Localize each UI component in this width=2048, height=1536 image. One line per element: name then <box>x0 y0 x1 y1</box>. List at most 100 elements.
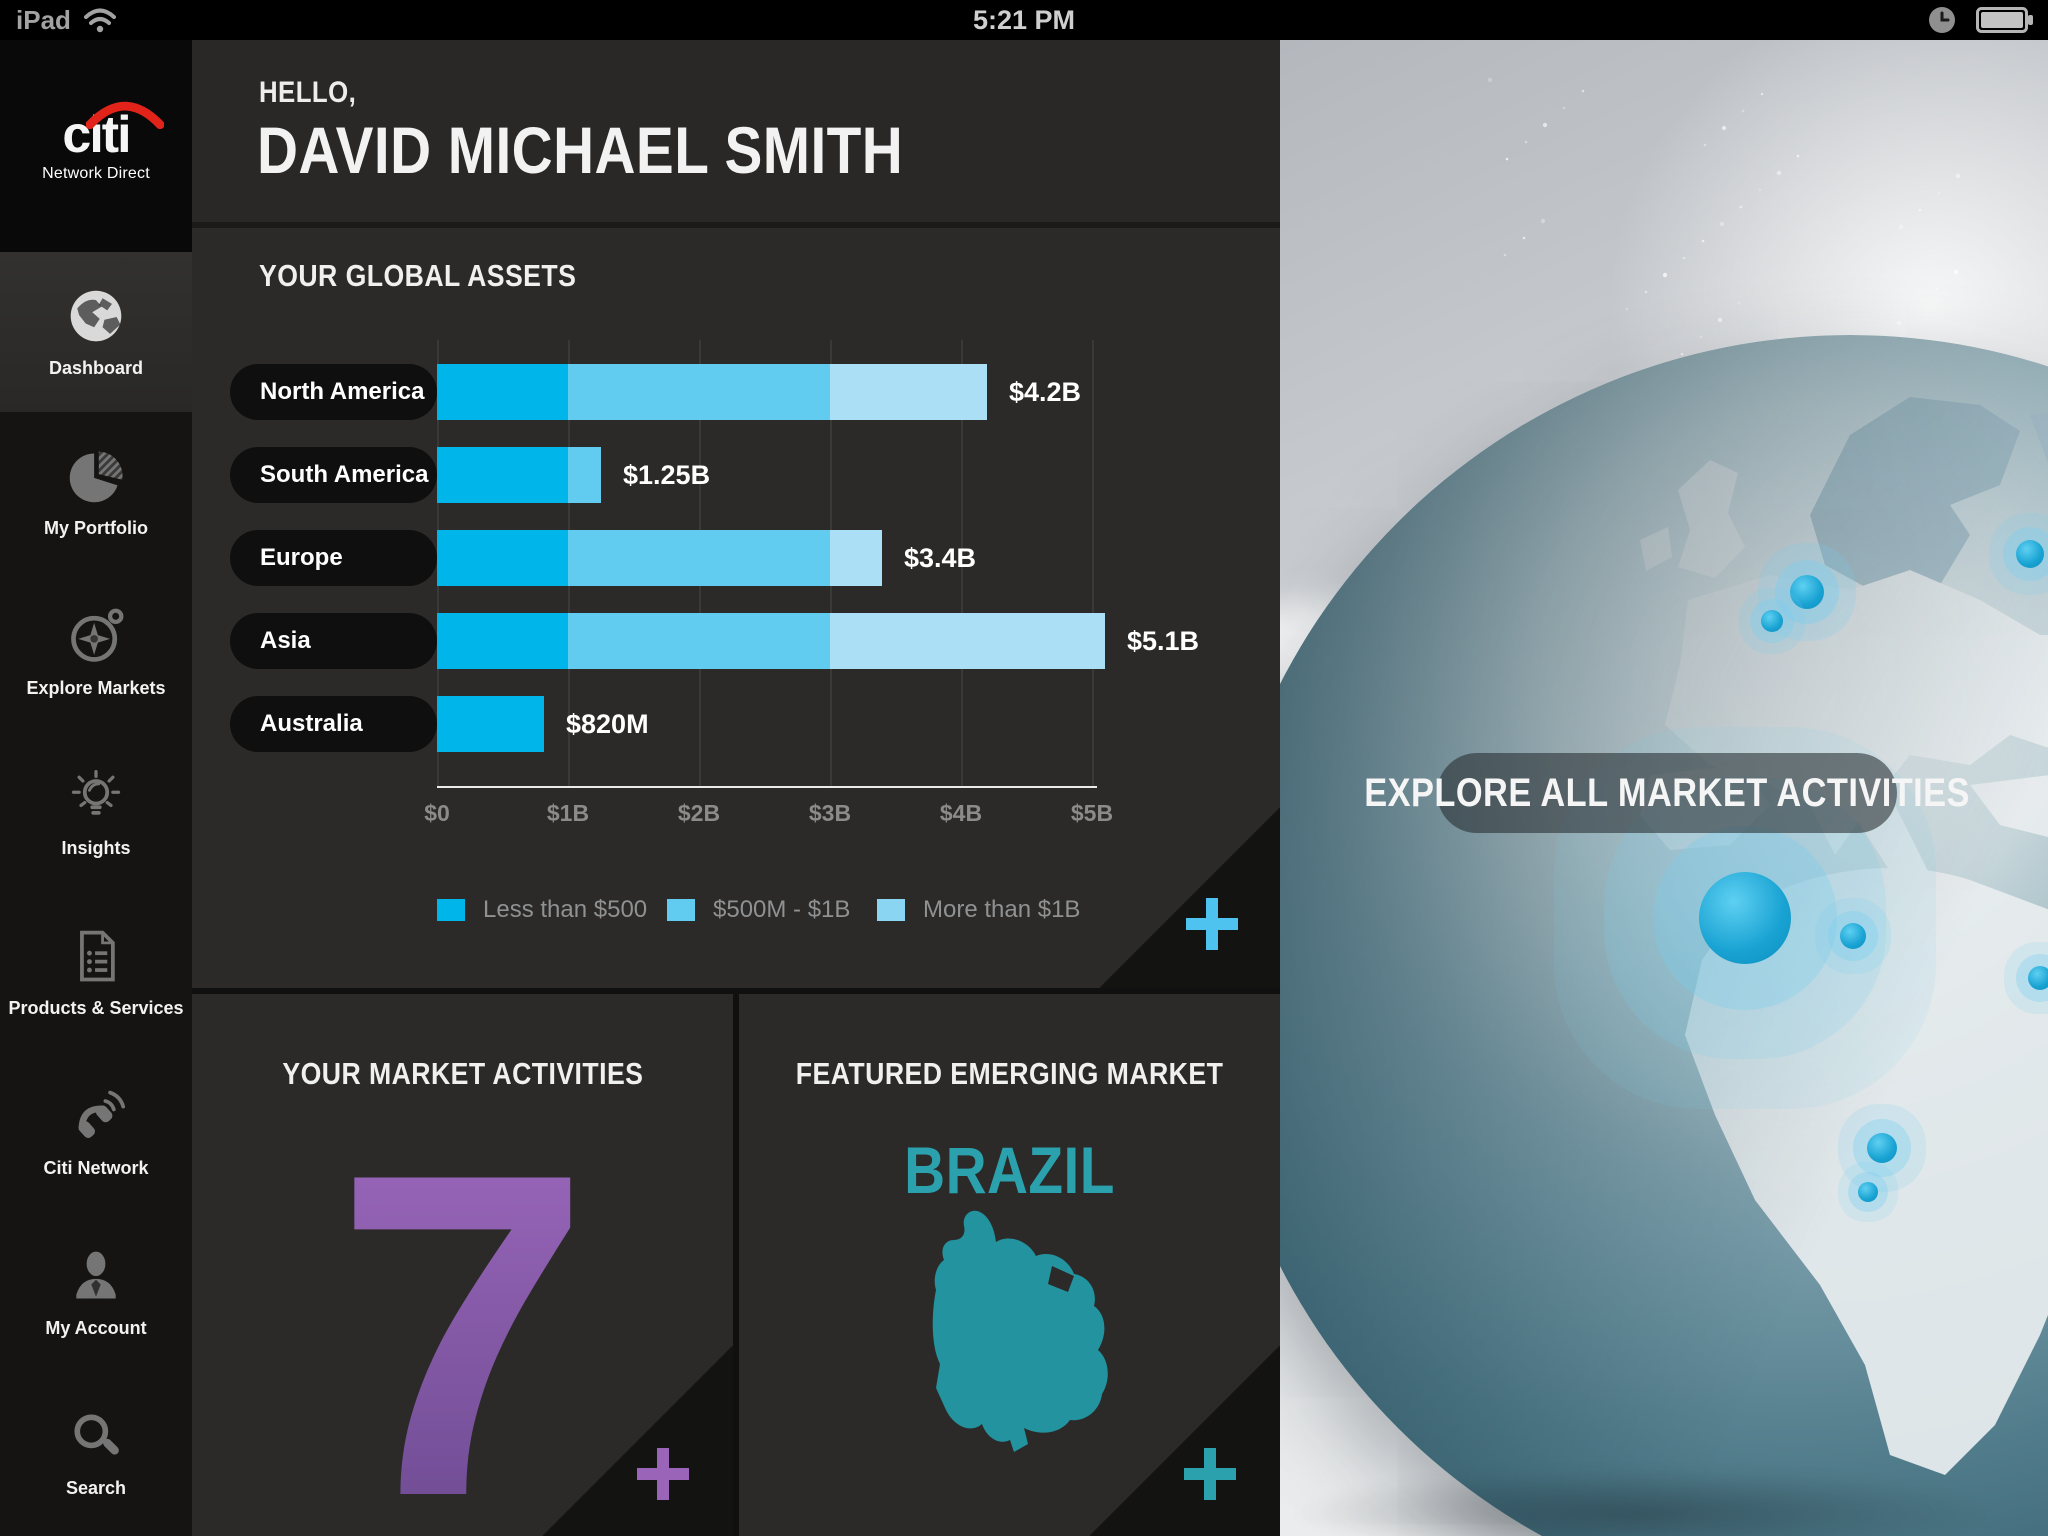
add-assets-button[interactable] <box>1186 898 1238 950</box>
category-label: South America <box>260 461 429 488</box>
globe-shade <box>1280 335 2048 1536</box>
compass-icon <box>66 606 126 666</box>
pie-icon <box>66 446 126 506</box>
market-activity-dot[interactable] <box>1858 1182 1878 1202</box>
asset-bar-europe[interactable] <box>437 530 882 586</box>
bar-value-label: $820M <box>566 708 649 739</box>
market-activities-title: YOUR MARKET ACTIVITIES <box>281 1056 643 1091</box>
category-label-pill: Australia <box>230 696 437 752</box>
status-bar: iPad 5:21 PM <box>0 0 2048 40</box>
citi-logo: citi Network Direct <box>0 40 192 252</box>
sidebar-item-label: Insights <box>61 837 131 858</box>
explore-all-market-activities-button[interactable]: EXPLORE ALL MARKET ACTIVITIES <box>1364 753 1969 833</box>
market-activity-dot[interactable] <box>1699 872 1791 964</box>
featured-country-name: BRAZIL <box>904 1133 1115 1207</box>
globe-floor-shadow <box>1290 1468 1990 1536</box>
x-axis-tick: $2B <box>677 800 721 826</box>
sidebar-item-label: Search <box>65 1477 127 1498</box>
sidebar-item-label: Explore Markets <box>26 677 166 698</box>
device-label: iPad <box>16 4 71 35</box>
sidebar-item-products-services[interactable]: Products & Services <box>0 892 192 1052</box>
legend-swatch <box>877 899 905 921</box>
market-activity-dot[interactable] <box>1840 923 1866 949</box>
bar-segment <box>437 364 568 420</box>
add-market-activity-button[interactable] <box>637 1448 689 1500</box>
sidebar-item-my-account[interactable]: My Account <box>0 1212 192 1372</box>
market-activity-dot[interactable] <box>1867 1133 1897 1163</box>
market-activity-dot[interactable] <box>2028 966 2048 990</box>
person-icon <box>66 1246 126 1306</box>
status-time: 5:21 PM <box>972 4 1076 35</box>
citi-logo-subtitle: Network Direct <box>42 165 150 182</box>
legend-item: Less than $500 <box>437 896 647 924</box>
sidebar-item-label: Products & Services <box>8 997 184 1018</box>
legend-item: $500M - $1B <box>667 896 850 924</box>
sidebar-item-search[interactable]: Search <box>0 1372 192 1532</box>
featured-country-map <box>932 1210 1108 1452</box>
category-label-pill: North America <box>230 364 437 420</box>
x-axis-tick: $4B <box>939 800 983 826</box>
legend-swatch <box>667 899 695 921</box>
globe <box>1280 335 2048 1536</box>
x-axis-tick: $0 <box>424 800 450 826</box>
asset-bar-asia[interactable] <box>437 613 1105 669</box>
category-label: Australia <box>260 710 363 737</box>
asset-bar-australia[interactable] <box>437 696 544 752</box>
legend-label: More than $1B <box>923 896 1081 923</box>
chart-title: YOUR GLOBAL ASSETS <box>259 258 577 293</box>
bar-segment <box>830 530 882 586</box>
bar-segment <box>568 613 830 669</box>
sidebar-item-dashboard[interactable]: Dashboard <box>0 252 192 412</box>
sidebar-item-citi-network[interactable]: Citi Network <box>0 1052 192 1212</box>
category-label: Asia <box>260 627 311 654</box>
sidebar-item-label: My Portfolio <box>44 517 148 538</box>
panel-fold-corner <box>1100 808 1280 988</box>
chart-gridline <box>1092 340 1094 786</box>
clock-badge-icon <box>1929 7 1955 33</box>
market-activity-dot[interactable] <box>1790 575 1824 609</box>
category-label-pill: Europe <box>230 530 437 586</box>
chart-gridline <box>961 340 963 786</box>
tile-fold-corner <box>1090 1346 1280 1536</box>
sidebar-item-label: Dashboard <box>48 357 144 378</box>
x-axis-tick: $3B <box>808 800 852 826</box>
market-activity-dot[interactable] <box>1761 610 1783 632</box>
asset-bar-south-america[interactable] <box>437 447 601 503</box>
bar-segment <box>830 364 987 420</box>
sidebar-item-insights[interactable]: Insights <box>0 732 192 892</box>
bar-segment <box>437 613 568 669</box>
add-emerging-market-button[interactable] <box>1184 1448 1236 1500</box>
sidebar-item-label: My Account <box>45 1317 147 1338</box>
sidebar-item-my-portfolio[interactable]: My Portfolio <box>0 412 192 572</box>
greeting-header: HELLO, DAVID MICHAEL SMITH <box>192 40 1280 228</box>
global-assets-panel: YOUR GLOBAL ASSETS $0 $1B $2B $3B $4B $5B Nort… <box>192 228 1280 988</box>
sidebar-item-explore-markets[interactable]: Explore Markets <box>0 572 192 732</box>
battery-icon <box>1976 7 2033 33</box>
bar-value-label: $5.1B <box>1127 625 1200 656</box>
greeting-label: HELLO, <box>259 76 357 109</box>
category-label-pill: South America <box>230 447 437 503</box>
search-icon <box>66 1406 126 1466</box>
category-label: North America <box>260 378 425 405</box>
world-map-panel: EXPLORE ALL MARKET ACTIVITIES <box>1280 40 2048 1536</box>
bar-value-label: $4.2B <box>1009 376 1082 407</box>
user-name: DAVID MICHAEL SMITH <box>257 113 904 187</box>
category-label: Europe <box>260 544 343 571</box>
bar-value-label: $1.25B <box>623 459 711 490</box>
legend-item: More than $1B <box>877 896 1080 924</box>
market-activity-dot[interactable] <box>2016 540 2044 568</box>
x-axis-tick: $1B <box>546 800 590 826</box>
citi-logo-arc <box>86 101 165 129</box>
bar-segment <box>437 447 568 503</box>
legend-swatch <box>437 899 465 921</box>
bar-segment <box>437 530 568 586</box>
asset-bar-north-america[interactable] <box>437 364 987 420</box>
bar-segment <box>437 696 544 752</box>
bar-segment <box>568 447 601 503</box>
legend-label: $500M - $1B <box>713 896 851 923</box>
emerging-market-tile: FEATURED EMERGING MARKET BRAZIL <box>739 994 1280 1536</box>
chart-axis-line <box>437 786 1097 788</box>
legend-label: Less than $500 <box>483 896 648 923</box>
market-activities-tile: YOUR MARKET ACTIVITIES 7 <box>192 994 733 1536</box>
bulb-icon <box>66 766 126 826</box>
